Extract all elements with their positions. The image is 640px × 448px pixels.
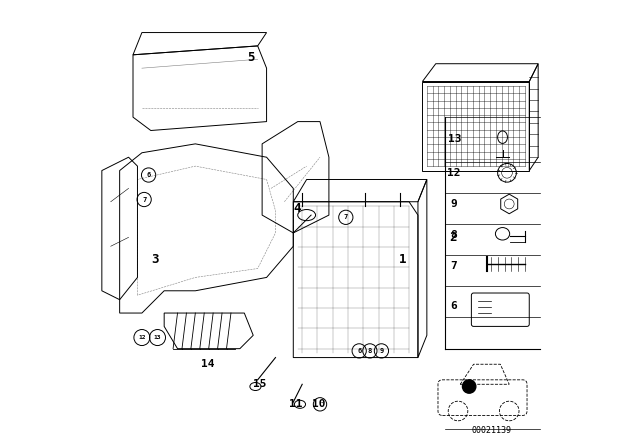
Text: 6: 6 — [357, 348, 362, 354]
Text: 8: 8 — [450, 230, 457, 240]
Text: 10: 10 — [312, 399, 326, 409]
Text: 8: 8 — [368, 348, 372, 354]
Text: 6: 6 — [147, 172, 150, 178]
Text: 13: 13 — [448, 134, 461, 144]
Text: 12: 12 — [447, 168, 460, 178]
Text: 9: 9 — [380, 348, 383, 354]
Text: 5: 5 — [247, 51, 255, 64]
Circle shape — [463, 380, 476, 393]
Text: 2: 2 — [449, 231, 456, 244]
Text: 7: 7 — [142, 197, 147, 202]
Text: 11: 11 — [289, 399, 302, 409]
Text: 13: 13 — [154, 335, 161, 340]
Text: 7: 7 — [344, 214, 348, 220]
Text: 15: 15 — [253, 379, 267, 389]
Text: 14: 14 — [201, 359, 214, 369]
Text: 9: 9 — [450, 199, 457, 209]
Text: 12: 12 — [138, 335, 146, 340]
Text: 1: 1 — [399, 253, 406, 266]
Text: 6: 6 — [450, 302, 457, 311]
Text: 7: 7 — [450, 261, 457, 271]
Text: 3: 3 — [152, 253, 159, 266]
Text: 4: 4 — [293, 202, 301, 215]
Text: 00021139: 00021139 — [472, 426, 511, 435]
